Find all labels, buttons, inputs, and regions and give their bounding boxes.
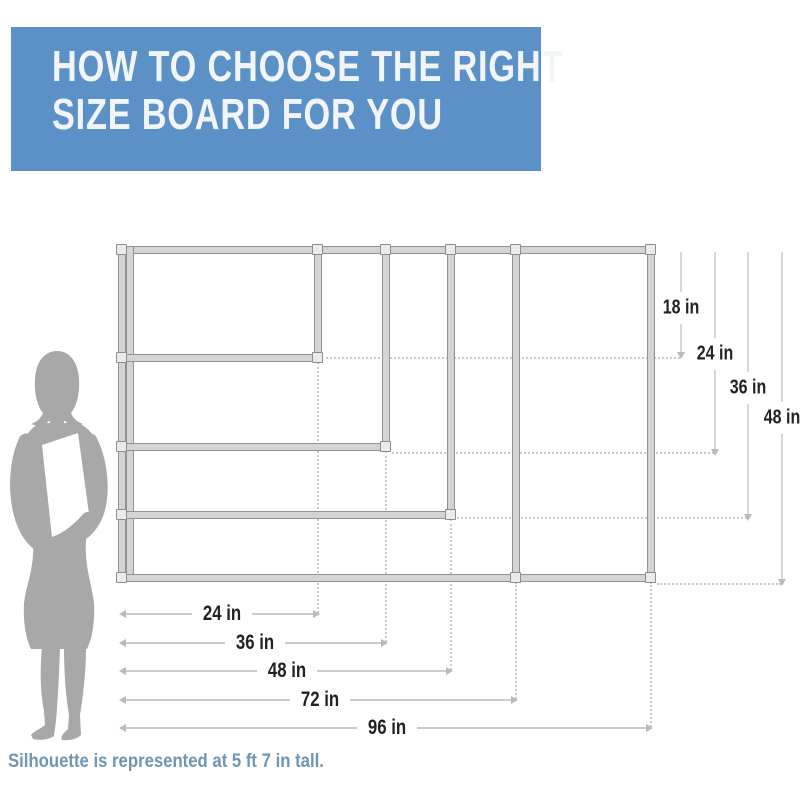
frame-corner	[510, 572, 521, 583]
height-label-24in: 24 in	[696, 342, 734, 365]
silhouette-left-leg	[31, 647, 60, 740]
measure-line-18in	[680, 324, 682, 352]
measure-arrow-left	[119, 667, 126, 675]
guide-dotted-vertical-48	[450, 519, 452, 670]
measure-arrow-down	[744, 514, 752, 521]
board-96x48-right-rail	[647, 246, 655, 582]
measure-arrow-right	[511, 696, 518, 704]
measure-line-48in-h	[317, 670, 447, 672]
frame-corner	[380, 441, 391, 452]
frame-corner	[116, 244, 127, 255]
page-title-line-1: HOW TO CHOOSE THE RIGHT	[52, 42, 564, 91]
frame-corner	[116, 509, 127, 520]
measure-arrow-down	[677, 352, 685, 359]
board-72x48-right-rail	[512, 246, 520, 582]
guide-dotted-vertical-36	[385, 451, 387, 642]
measure-arrow-down	[778, 579, 786, 586]
measure-arrow-left	[119, 610, 126, 618]
silhouette-hand	[36, 541, 52, 557]
measure-line-36in-h	[285, 642, 382, 644]
measure-line-72in-h	[126, 699, 290, 701]
height-label-18in: 18 in	[662, 296, 700, 319]
guide-dotted-horizontal-48	[657, 583, 781, 585]
guide-dotted-horizontal-36	[457, 517, 747, 519]
frame-corner	[116, 572, 127, 583]
measure-line-36in-h	[126, 642, 225, 644]
board-36x24-right-rail	[382, 246, 390, 451]
measure-line-36in-v	[747, 404, 749, 514]
guide-dotted-horizontal-18	[326, 357, 680, 359]
page-title-line-2: SIZE BOARD FOR YOU	[52, 90, 443, 139]
frame-corner	[312, 352, 323, 363]
person-silhouette	[10, 351, 108, 741]
frame-corner	[116, 441, 127, 452]
height-label-36in: 36 in	[729, 376, 767, 399]
page-title: HOW TO CHOOSE THE RIGHT SIZE BOARD FOR Y…	[52, 43, 707, 139]
width-label-72in: 72 in	[300, 688, 340, 711]
frame-corner	[510, 244, 521, 255]
board-24x18-bottom-rail	[118, 354, 322, 362]
measure-line-48in-v	[781, 252, 783, 402]
measure-line-24in-h	[126, 613, 192, 615]
measure-line-96in-h	[417, 727, 647, 729]
footer-note: Silhouette is represented at 5 ft 7 in t…	[8, 751, 324, 772]
board-24x18-right-rail	[314, 246, 322, 362]
measure-arrow-right	[646, 724, 653, 732]
board-36x24-bottom-rail	[118, 443, 390, 451]
measure-line-96in-h	[126, 727, 357, 729]
measure-line-24in-v	[714, 370, 716, 449]
measure-arrow-right	[313, 610, 320, 618]
measure-line-18in	[680, 252, 682, 292]
measure-line-72in-h	[350, 699, 512, 701]
measure-arrow-left	[119, 696, 126, 704]
guide-dotted-vertical-72	[515, 582, 517, 699]
frame-corner	[380, 244, 391, 255]
silhouette-head	[31, 351, 83, 426]
frame-corner	[645, 572, 656, 583]
frame-corner	[445, 244, 456, 255]
header-banner: HOW TO CHOOSE THE RIGHT SIZE BOARD FOR Y…	[11, 27, 562, 171]
board-48x36-right-rail	[447, 246, 455, 519]
silhouette-folder	[42, 433, 90, 537]
measure-arrow-left	[119, 724, 126, 732]
measure-arrow-left	[119, 639, 126, 647]
board-bottom-rail-shared-48	[118, 574, 655, 582]
board-frame-left-rail-outer	[118, 246, 126, 582]
width-label-24in: 24 in	[202, 602, 242, 625]
measure-line-36in-v	[747, 252, 749, 372]
width-label-48in: 48 in	[267, 659, 307, 682]
measure-line-48in-h	[126, 670, 257, 672]
board-48x36-bottom-rail	[118, 511, 455, 519]
board-frame-left-rail-inner	[126, 246, 134, 582]
frame-corner	[116, 352, 127, 363]
height-label-48in: 48 in	[763, 406, 800, 429]
measure-line-24in-v	[714, 252, 716, 338]
width-label-96in: 96 in	[367, 716, 407, 739]
measure-arrow-right	[446, 667, 453, 675]
width-label-36in: 36 in	[235, 631, 275, 654]
frame-corner	[445, 509, 456, 520]
guide-dotted-horizontal-24	[392, 452, 714, 454]
guide-dotted-vertical-96	[650, 582, 652, 727]
silhouette-right-leg	[61, 649, 86, 741]
frame-corner	[645, 244, 656, 255]
measure-arrow-right	[381, 639, 388, 647]
measure-arrow-down	[711, 449, 719, 456]
frame-corner	[312, 244, 323, 255]
guide-dotted-vertical-24	[317, 362, 319, 613]
measure-line-48in-v	[781, 434, 783, 579]
measure-line-24in-h	[252, 613, 314, 615]
